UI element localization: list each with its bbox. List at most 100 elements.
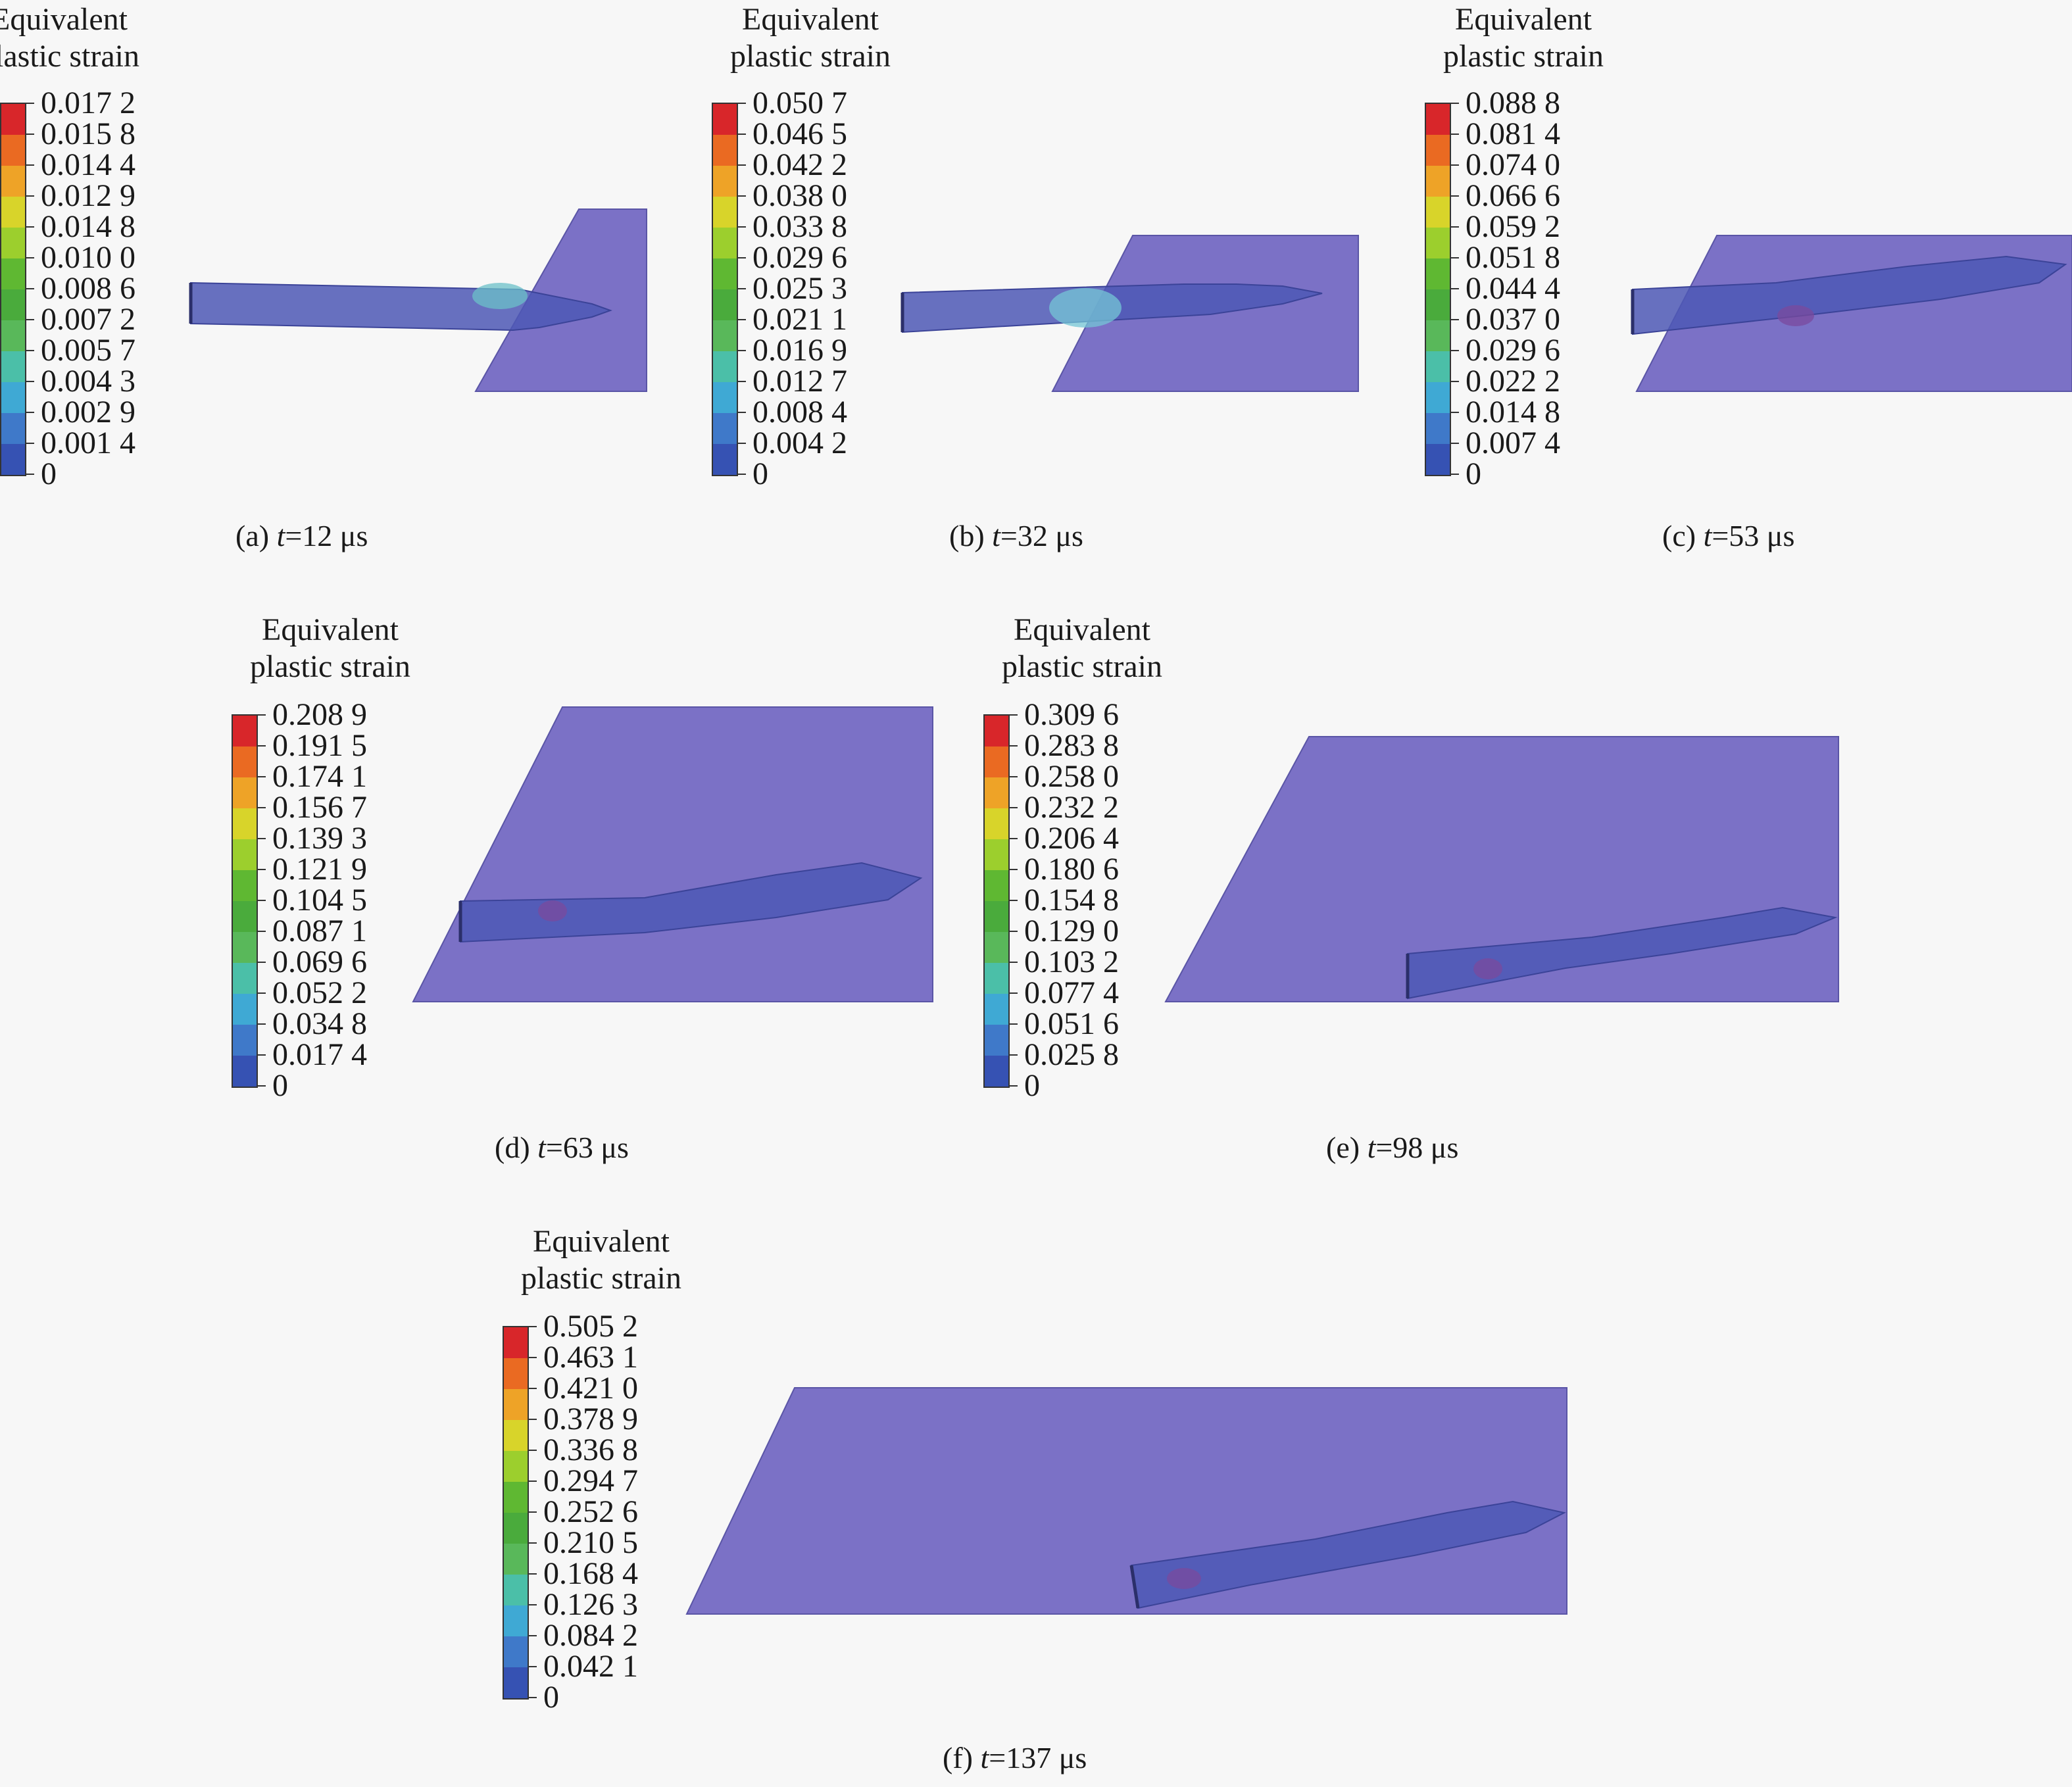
color-scale-segment [504, 1389, 528, 1420]
strain-hotspot [1167, 1568, 1201, 1589]
projectile-body [1407, 906, 1838, 1000]
scale-tick-label: 0.463 1 [543, 1340, 638, 1375]
scale-tick-label: 0.087 1 [272, 914, 367, 948]
scale-tick-label: 0.002 9 [41, 395, 136, 429]
caption-time-symbol: t [1367, 1131, 1376, 1164]
color-scale-segment [504, 1358, 528, 1389]
color-scale-segment [1, 289, 25, 320]
scale-tick [528, 1542, 537, 1544]
scale-tick-label: 0.010 0 [41, 240, 136, 275]
caption-time-value: =32 μs [1000, 519, 1083, 552]
scale-tick [1450, 474, 1459, 475]
scale-tick [1450, 381, 1459, 382]
scale-tick [737, 257, 746, 258]
scale-tick [737, 226, 746, 228]
scale-tick [1450, 350, 1459, 351]
scale-tick-label: 0.066 6 [1466, 178, 1560, 213]
color-scale-bar [1425, 103, 1451, 476]
scale-tick [528, 1697, 537, 1698]
scale-tick-label: 0.029 6 [1466, 333, 1560, 368]
scale-tick-label: 0.044 4 [1466, 271, 1560, 306]
scale-tick [1450, 103, 1459, 104]
color-scale-segment [1426, 351, 1450, 382]
scale-tick-label: 0.017 4 [272, 1037, 367, 1072]
color-scale-segment [1, 413, 25, 444]
target-plate [412, 706, 933, 1002]
scale-tick-label: 0 [752, 456, 768, 491]
scale-tick-label: 0.042 1 [543, 1649, 638, 1684]
scale-tick [737, 134, 746, 135]
scale-tick-label: 0.042 2 [752, 147, 847, 182]
target-plate [1635, 235, 2072, 392]
color-scale-segment [713, 289, 737, 320]
scale-tick [25, 195, 34, 197]
scale-tick-label: 0.129 0 [1024, 914, 1119, 948]
color-scale-segment [1, 104, 25, 135]
color-scale-segment [233, 963, 257, 994]
color-scale-segment [504, 1420, 528, 1451]
scale-tick-label: 0.180 6 [1024, 852, 1119, 887]
scale-tick-label: 0.007 4 [1466, 426, 1560, 460]
caption-time-symbol: t [537, 1131, 546, 1164]
color-scale-segment [1, 197, 25, 228]
scale-tick-label: 0.007 2 [41, 302, 136, 337]
scale-tick-label: 0.168 4 [543, 1556, 638, 1591]
scale-tick [1008, 900, 1018, 901]
color-scale-segment [1426, 444, 1450, 475]
scale-tick-label: 0.081 4 [1466, 116, 1560, 151]
strain-hotspot [472, 283, 528, 309]
color-scale-segment [504, 1327, 528, 1358]
color-scale-segment [233, 747, 257, 777]
scale-tick [257, 1085, 266, 1087]
scale-tick-label: 0.014 8 [41, 209, 136, 244]
scale-tick-label: 0.005 7 [41, 333, 136, 368]
color-scale-bar [983, 714, 1010, 1088]
scale-tick-label: 0.156 7 [272, 790, 367, 825]
scale-tick-label: 0.014 4 [41, 147, 136, 182]
color-scale-bar [503, 1326, 529, 1700]
color-scale-segment [713, 351, 737, 382]
color-scale-segment [713, 104, 737, 135]
scale-tick [1450, 226, 1459, 228]
color-scale-segment [985, 1056, 1008, 1087]
scale-tick [1008, 776, 1018, 777]
scale-tick-label: 0.008 6 [41, 271, 136, 306]
scale-tick [1008, 931, 1018, 932]
color-scale-segment [233, 901, 257, 932]
scale-tick-label: 0.015 8 [41, 116, 136, 151]
scale-tick-label: 0.421 0 [543, 1371, 638, 1406]
caption-label: (d) [495, 1131, 538, 1164]
panel-caption: (f) t=137 μs [943, 1742, 1087, 1775]
color-scale-segment [504, 1451, 528, 1482]
scale-tick-label: 0.210 5 [543, 1525, 638, 1560]
caption-time-value: =63 μs [545, 1131, 629, 1164]
scale-tick [1008, 714, 1018, 716]
scale-tick-label: 0.294 7 [543, 1463, 638, 1498]
scale-tick-label: 0.016 9 [752, 333, 847, 368]
scale-tick [1450, 195, 1459, 197]
color-scale-segment [504, 1605, 528, 1636]
color-scale-segment [233, 994, 257, 1025]
scale-tick [257, 776, 266, 777]
color-scale-segment [713, 413, 737, 444]
scale-tick-label: 0.505 2 [543, 1309, 638, 1344]
caption-label: (a) [235, 519, 277, 552]
scale-tick-label: 0.021 1 [752, 302, 847, 337]
scale-tick [25, 412, 34, 413]
scale-tick [528, 1604, 537, 1605]
color-scale-segment [985, 839, 1008, 870]
scale-tick [1008, 1023, 1018, 1025]
color-scale-segment [1426, 320, 1450, 351]
panel-caption: (d) t=63 μs [495, 1131, 629, 1164]
color-scale-segment [504, 1636, 528, 1667]
scale-tick-label: 0 [1024, 1068, 1040, 1103]
scale-tick [1008, 1054, 1018, 1056]
caption-time-value: =137 μs [989, 1741, 1087, 1775]
scale-tick [25, 103, 34, 104]
color-scale-segment [985, 1025, 1008, 1056]
scale-tick [257, 992, 266, 994]
scale-tick [737, 474, 746, 475]
scale-tick [1450, 319, 1459, 320]
scale-tick [528, 1481, 537, 1482]
scale-tick [1450, 164, 1459, 166]
